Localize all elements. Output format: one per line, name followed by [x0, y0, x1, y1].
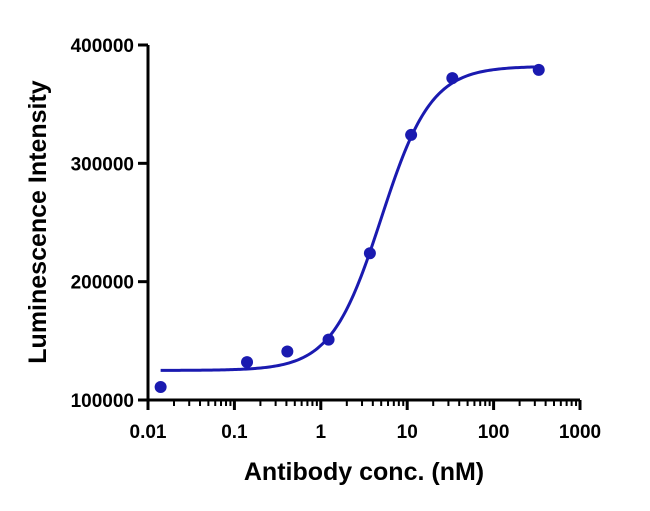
x-axis-title: Antibody conc. (nM) — [244, 458, 484, 486]
data-point — [363, 247, 376, 260]
y-tick-label: 400000 — [71, 36, 134, 57]
x-tick-label: 1000 — [559, 422, 601, 443]
ticks: 0.01 0.1 1 10 100 1000 100000 200000 300000 40000… — [71, 36, 602, 443]
data-point — [241, 356, 254, 369]
y-tick-label: 300000 — [71, 154, 134, 175]
x-tick-label: 100 — [478, 422, 510, 443]
data-point — [154, 380, 167, 393]
axes — [146, 45, 580, 402]
fit-curve — [160, 65, 539, 372]
data-point — [532, 63, 545, 76]
y-axis-title: Luminescence Intensity — [24, 80, 52, 364]
data-points-layer — [154, 63, 545, 393]
data-point — [446, 72, 459, 85]
data-point — [281, 345, 294, 358]
fit-curve-layer — [160, 65, 539, 372]
data-point — [322, 333, 335, 346]
x-tick-label: 0.1 — [221, 422, 248, 443]
y-tick-label: 200000 — [71, 273, 134, 294]
x-tick-label: 1 — [316, 422, 327, 443]
data-point — [405, 128, 418, 141]
x-tick-label: 0.01 — [130, 422, 167, 443]
x-tick-label: 10 — [397, 422, 418, 443]
y-tick-label: 100000 — [71, 391, 134, 412]
